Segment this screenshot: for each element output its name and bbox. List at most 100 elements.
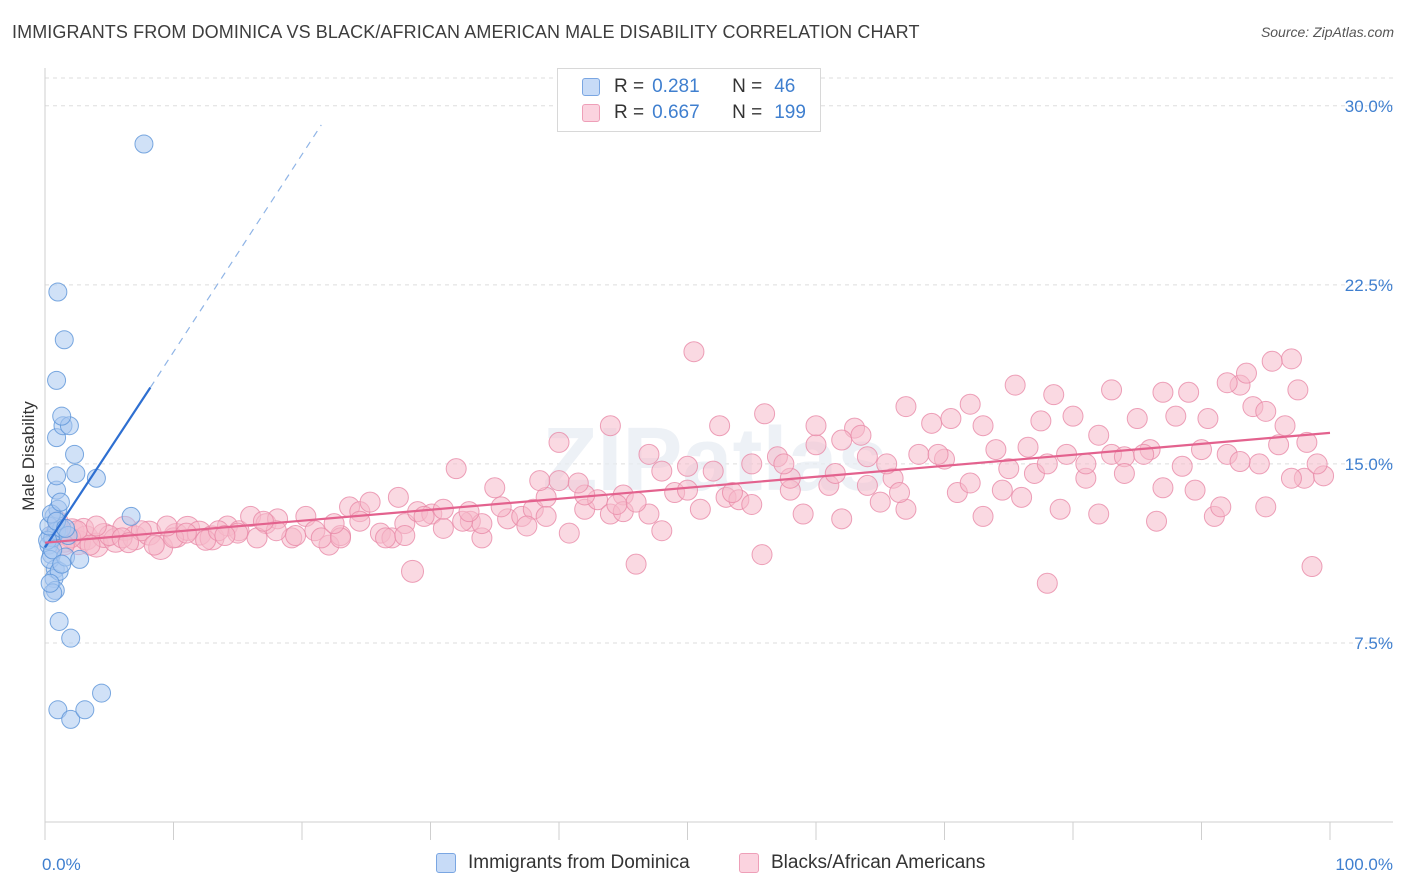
- legend-row-dominica: R = 0.281 N = 46: [582, 75, 795, 99]
- n-label: N =: [732, 102, 763, 123]
- dominica-point: [50, 492, 70, 512]
- blacks-trend-line: [44, 431, 1331, 544]
- dominica-trend-line: [44, 386, 152, 549]
- series-blacks-points: [45, 341, 1335, 594]
- n-value: 46: [774, 76, 796, 97]
- legend-row-blacks: R = 0.667 N = 199: [582, 101, 806, 125]
- blacks-point: [751, 544, 773, 566]
- dominica-point: [61, 709, 81, 729]
- y-axis-label: Male Disability: [19, 401, 38, 511]
- dominica-point: [75, 700, 95, 720]
- r-value: 0.281: [652, 76, 700, 97]
- blacks-point: [285, 525, 307, 547]
- blacks-point: [831, 508, 853, 530]
- blacks-point: [856, 446, 878, 468]
- blacks-point: [214, 525, 236, 547]
- blacks-point: [972, 505, 994, 527]
- dominica-point: [47, 466, 67, 486]
- dominica-point: [134, 134, 154, 154]
- blacks-point: [1255, 496, 1277, 518]
- axes: [44, 68, 1393, 840]
- blacks-point: [1287, 379, 1309, 401]
- blacks-point: [1036, 572, 1058, 594]
- blacks-point: [85, 515, 107, 537]
- blacks-point: [889, 482, 911, 504]
- blacks-point: [1229, 451, 1251, 473]
- blacks-point: [638, 443, 660, 465]
- grid-lines: [45, 77, 1393, 644]
- blacks-point: [683, 341, 705, 363]
- blacks-point: [677, 455, 698, 477]
- legend-item-dominica: Immigrants from Dominica: [436, 852, 690, 874]
- blacks-point: [959, 393, 981, 415]
- dominica-point: [121, 506, 141, 526]
- dominica-point: [40, 573, 60, 593]
- blacks-point: [677, 479, 698, 501]
- blacks-point: [721, 482, 743, 504]
- dominica-point: [70, 549, 90, 569]
- blacks-point: [394, 525, 416, 547]
- y-tick-label: 30.0%: [1345, 97, 1393, 116]
- n-value: 199: [774, 102, 806, 123]
- dominica-point: [48, 282, 68, 302]
- blacks-point: [1088, 424, 1110, 446]
- blacks-point: [895, 396, 917, 418]
- blacks-point: [991, 479, 1013, 501]
- blacks-point: [529, 470, 551, 492]
- blacks-point: [959, 472, 981, 494]
- r-label: R =: [614, 76, 645, 97]
- dominica-point: [66, 463, 86, 483]
- n-label: N =: [732, 76, 763, 97]
- source-label: Source: ZipAtlas.com: [1260, 24, 1394, 40]
- blacks-point: [1235, 362, 1257, 384]
- blacks-point: [940, 408, 962, 430]
- x-tick-label: 0.0%: [42, 855, 81, 874]
- series-dominica-points: [38, 134, 154, 729]
- blacks-point: [252, 510, 274, 532]
- blacks-point: [484, 477, 506, 499]
- blacks-point: [741, 493, 763, 515]
- dominica-point: [54, 330, 74, 350]
- blacks-point: [927, 443, 949, 465]
- blacks-point: [1043, 384, 1065, 406]
- legend-swatch-dominica: [436, 853, 456, 873]
- blacks-point: [1165, 405, 1187, 427]
- blacks-point: [1075, 453, 1097, 475]
- blacks-point: [490, 496, 512, 518]
- blacks-point: [445, 458, 467, 480]
- blacks-point: [118, 532, 140, 554]
- blacks-point: [741, 453, 763, 475]
- blacks-point: [625, 553, 647, 575]
- blacks-point: [1030, 410, 1052, 432]
- blacks-point: [548, 470, 570, 492]
- blacks-point: [558, 522, 580, 544]
- blacks-point: [651, 460, 673, 482]
- blacks-point: [1146, 510, 1168, 532]
- blacks-point: [359, 491, 381, 513]
- legend-swatch-blacks: [582, 104, 600, 122]
- blacks-point: [754, 403, 776, 425]
- r-label: R =: [614, 102, 645, 123]
- blacks-point: [1261, 350, 1283, 372]
- blacks-point: [869, 491, 891, 513]
- dominica-point: [56, 518, 76, 538]
- blacks-point: [1274, 415, 1296, 437]
- blacks-point: [599, 415, 621, 437]
- blacks-point: [387, 486, 409, 508]
- blacks-point: [1306, 453, 1328, 475]
- blacks-point: [1088, 503, 1110, 525]
- blacks-point: [432, 517, 454, 539]
- legend-swatch-dominica: [582, 78, 600, 96]
- legend-item-blacks: Blacks/African Americans: [739, 852, 985, 874]
- y-tick-label: 22.5%: [1345, 276, 1393, 295]
- blacks-point: [850, 424, 872, 446]
- blacks-point: [702, 460, 724, 482]
- blacks-point: [651, 520, 673, 542]
- blacks-point: [1062, 405, 1084, 427]
- blacks-point: [1255, 400, 1277, 422]
- blacks-point: [1113, 462, 1135, 484]
- blacks-point: [458, 501, 480, 523]
- blacks-point: [606, 493, 628, 515]
- dominica-point: [47, 370, 67, 390]
- blacks-point: [921, 412, 943, 434]
